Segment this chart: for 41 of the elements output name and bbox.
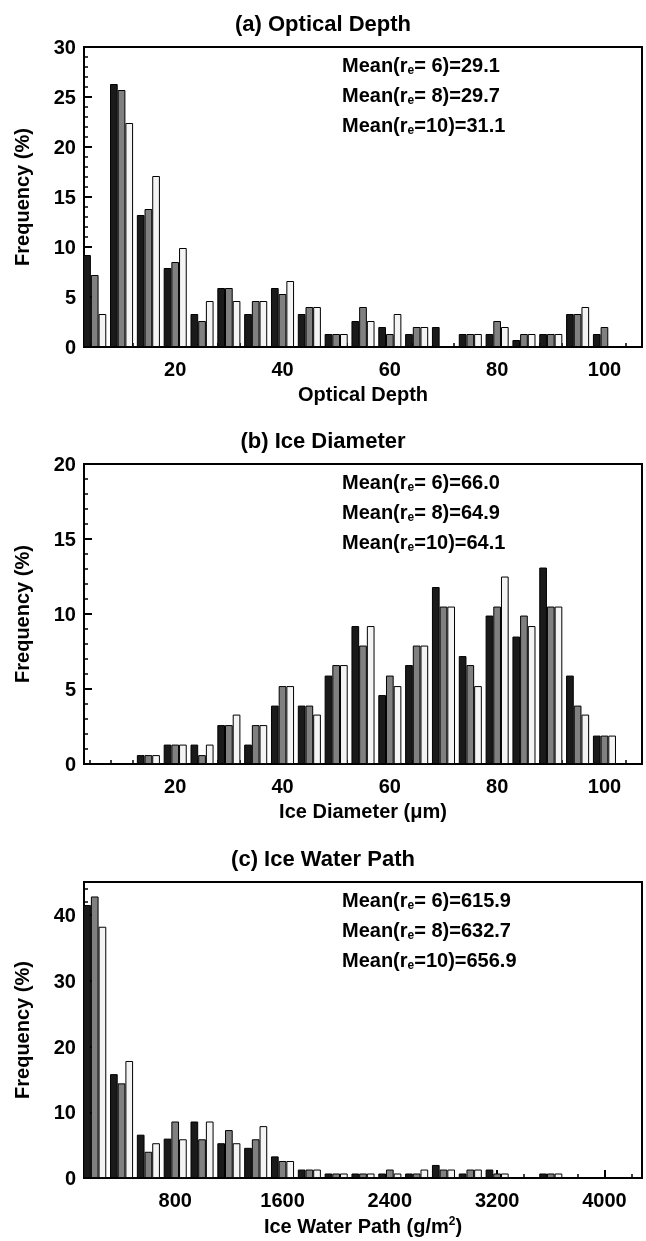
y-tick-label: 0 [64, 753, 76, 776]
y-tick-label: 5 [64, 286, 76, 308]
x-tick-label: 2400 [367, 1189, 413, 1212]
x-tick-label: 60 [378, 775, 401, 798]
y-tick-label: 15 [53, 528, 76, 551]
y-tick-label: 0 [64, 336, 76, 358]
y-tick-label: 20 [53, 136, 76, 158]
x-tick-label: 40 [271, 775, 294, 798]
y-tick-label: 10 [53, 1101, 76, 1124]
y-tick-label: 5 [64, 678, 76, 701]
chart-title: (c) Ice Water Path [231, 845, 415, 871]
y-tick-label: 25 [53, 86, 76, 108]
y-tick-label: 10 [53, 603, 76, 626]
x-tick-label: 1600 [260, 1189, 305, 1212]
bar [431, 327, 440, 347]
x-tick-label: 3200 [474, 1189, 520, 1212]
x-tick-label: 100 [587, 775, 622, 798]
chart-title: (b) Ice Diameter [240, 427, 406, 453]
y-tick-label: 40 [53, 903, 76, 926]
x-tick-label: 100 [587, 358, 622, 380]
x-tick-label: 40 [271, 358, 294, 380]
y-tick-label: 15 [53, 186, 76, 208]
y-tick-label: 20 [53, 1035, 76, 1058]
x-tick-label: 800 [158, 1189, 192, 1212]
y-tick-label: 30 [53, 36, 76, 58]
y-tick-label: 30 [53, 969, 76, 992]
y-tick-label: 20 [53, 453, 76, 475]
x-tick-label: 60 [378, 358, 401, 380]
x-tick-label: 80 [486, 358, 509, 380]
x-axis-title: Ice Diameter (μm) [279, 800, 447, 822]
chart-title: (a) Optical Depth [234, 10, 412, 36]
y-axis-title: Frequency (%) [11, 128, 33, 266]
x-tick-label: 80 [486, 775, 509, 798]
x-tick-label: 20 [164, 358, 187, 380]
y-tick-label: 0 [64, 1167, 76, 1190]
y-axis-title: Frequency (%) [11, 545, 33, 683]
x-tick-label: 4000 [582, 1189, 627, 1212]
x-axis-title: Optical Depth [297, 382, 429, 405]
x-tick-label: 20 [164, 775, 187, 798]
y-tick-label: 10 [53, 236, 76, 258]
y-axis-title: Frequency (%) [11, 961, 33, 1099]
